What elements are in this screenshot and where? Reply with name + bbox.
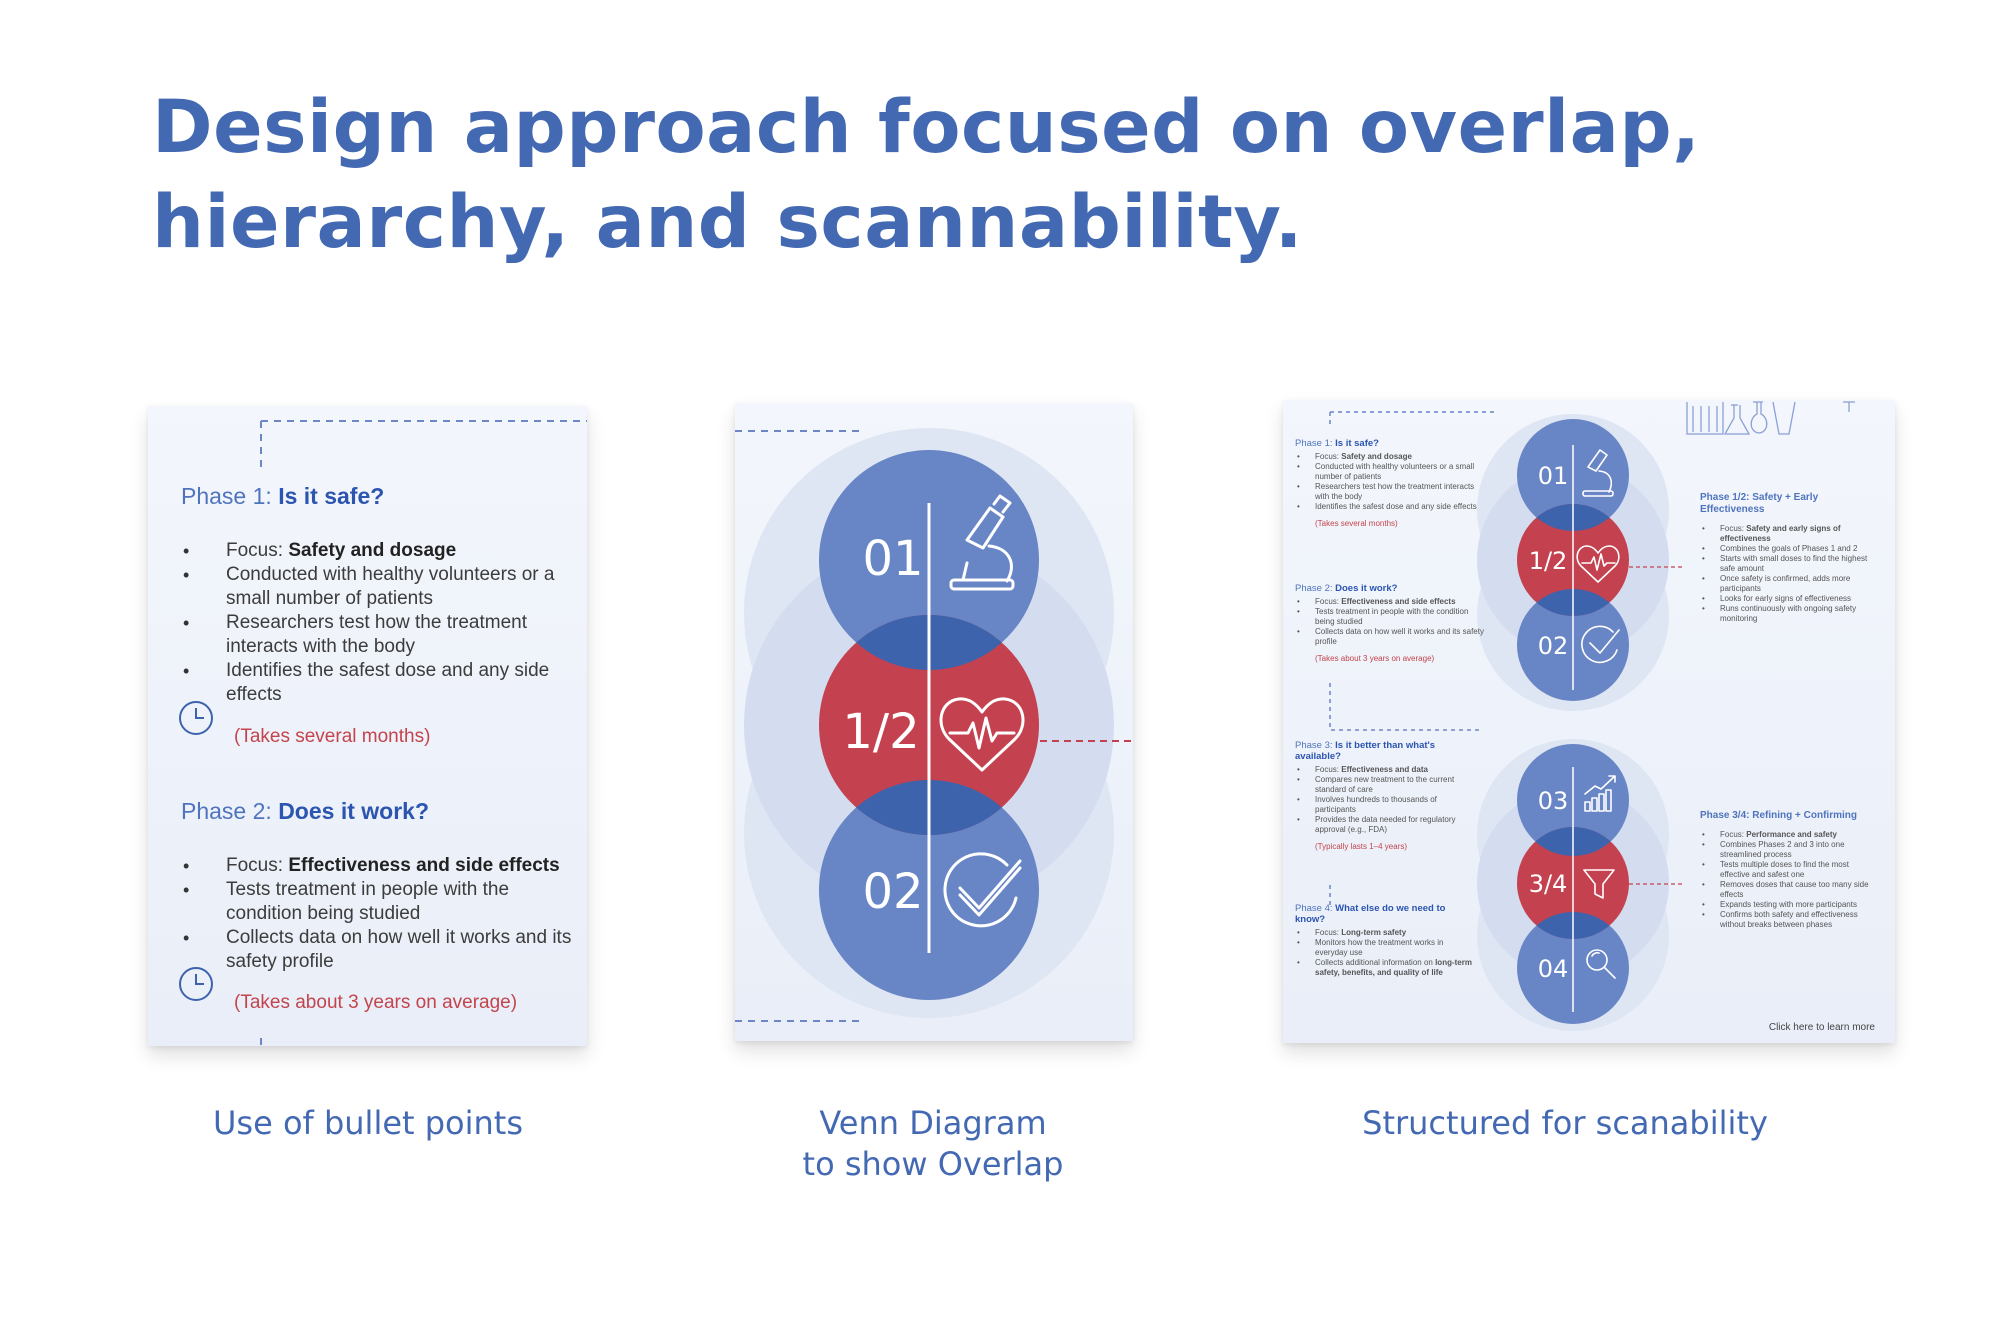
caption-structure: Structured for scanability bbox=[1362, 1104, 1768, 1142]
list-item: Collects data on how well it works and i… bbox=[181, 926, 576, 974]
list-item: Looks for early signs of effectiveness bbox=[1700, 594, 1880, 604]
scanability-layout-preview: 01 1/2 02 03 3/4 04 bbox=[1283, 400, 1895, 1043]
list-item: Tests treatment in people with the condi… bbox=[181, 878, 576, 926]
list-item: Combines Phases 2 and 3 into one streaml… bbox=[1700, 840, 1880, 860]
list-item: Once safety is confirmed, adds more part… bbox=[1700, 574, 1880, 594]
number-02: 02 bbox=[1538, 632, 1569, 660]
list-item: Identifies the safest dose and any side … bbox=[1295, 502, 1485, 512]
caption-bullet-points: Use of bullet points bbox=[212, 1104, 524, 1142]
list-item: Researchers test how the treatment inter… bbox=[181, 611, 576, 659]
number-01: 01 bbox=[1538, 462, 1569, 490]
phase2-duration: (Takes about 3 years on average) bbox=[1315, 654, 1435, 663]
list-item: Combines the goals of Phases 1 and 2 bbox=[1700, 544, 1880, 554]
funnel-icon bbox=[1583, 869, 1615, 899]
microscope-icon bbox=[949, 494, 1015, 591]
clock-icon bbox=[179, 967, 213, 1001]
list-item: Focus: Effectiveness and data bbox=[1295, 765, 1475, 775]
list-item: Collects additional information on long-… bbox=[1295, 958, 1475, 978]
list-item: Runs continuously with ongoing safety mo… bbox=[1700, 604, 1880, 624]
list-item: Starts with small doses to find the high… bbox=[1700, 554, 1880, 574]
phase2-bullet-list: Focus: Effectiveness and side effects Te… bbox=[181, 854, 576, 974]
list-item: Focus: Safety and dosage bbox=[1295, 452, 1485, 462]
phase2-block: Phase 2: Does it work? Focus: Effectiven… bbox=[1295, 583, 1485, 664]
list-item: Focus: Safety and early signs of effecti… bbox=[1700, 524, 1880, 544]
list-item: Provides the data needed for regulatory … bbox=[1295, 815, 1475, 835]
number-02: 02 bbox=[862, 864, 923, 920]
checkmark-icon bbox=[943, 852, 1022, 928]
bullet-points-preview: Phase 1: Is it safe? Focus: Safety and d… bbox=[148, 406, 587, 1046]
list-item: Researchers test how the treatment inter… bbox=[1295, 482, 1485, 502]
number-03: 03 bbox=[1538, 787, 1569, 815]
phase4-block: Phase 4: What else do we need to know? F… bbox=[1295, 903, 1475, 978]
phase12-block: Phase 1/2: Safety + Early Effectiveness … bbox=[1700, 492, 1880, 624]
growth-chart-icon bbox=[1584, 775, 1616, 812]
list-item: Monitors how the treatment works in ever… bbox=[1295, 938, 1475, 958]
list-item: Focus: Safety and dosage bbox=[181, 539, 576, 563]
phase2-heading: Phase 2: Does it work? bbox=[181, 798, 429, 824]
heartbeat-icon bbox=[1576, 545, 1620, 583]
venn-diagram: 01 1/2 02 bbox=[735, 428, 1133, 1022]
phase1-bullet-list: Focus: Safety and dosage Conducted with … bbox=[181, 539, 576, 707]
list-item: Compares new treatment to the current st… bbox=[1295, 775, 1475, 795]
list-item: Expands testing with more participants bbox=[1700, 900, 1880, 910]
number-3-4: 3/4 bbox=[1529, 870, 1568, 898]
heartbeat-icon bbox=[939, 697, 1025, 772]
list-item: Focus: Effectiveness and side effects bbox=[1295, 597, 1485, 607]
list-item: Identifies the safest dose and any side … bbox=[181, 659, 576, 707]
number-01: 01 bbox=[862, 531, 923, 587]
clock-icon bbox=[179, 701, 213, 735]
list-item: Involves hundreds to thousands of partic… bbox=[1295, 795, 1475, 815]
list-item: Confirms both safety and effectiveness w… bbox=[1700, 910, 1880, 930]
lab-flasks-icon bbox=[1686, 401, 1855, 435]
dual-venn-diagram: 01 1/2 02 03 3/4 04 bbox=[1329, 401, 1855, 1031]
phase1-duration: (Takes several months) bbox=[234, 726, 431, 747]
venn-diagram-preview: 01 1/2 02 bbox=[735, 403, 1133, 1041]
list-item: Conducted with healthy volunteers or a s… bbox=[181, 563, 576, 611]
phase2-duration: (Takes about 3 years on average) bbox=[234, 992, 518, 1013]
microscope-icon bbox=[1582, 449, 1614, 497]
caption-venn-diagram: Venn Diagram to show Overlap bbox=[802, 1104, 1064, 1183]
phase3-block: Phase 3: Is it better than what's availa… bbox=[1295, 740, 1475, 852]
number-1-2: 1/2 bbox=[842, 704, 919, 760]
list-item: Tests treatment in people with the condi… bbox=[1295, 607, 1485, 627]
phase3-duration: (Typically lasts 1–4 years) bbox=[1315, 842, 1408, 851]
number-04: 04 bbox=[1538, 955, 1569, 983]
list-item: Focus: Effectiveness and side effects bbox=[181, 854, 576, 878]
phase1-duration: (Takes several months) bbox=[1315, 519, 1398, 528]
list-item: Conducted with healthy volunteers or a s… bbox=[1295, 462, 1485, 482]
checkmark-icon bbox=[1581, 625, 1620, 664]
phase1-block: Phase 1: Is it safe? Focus: Safety and d… bbox=[1295, 438, 1485, 529]
headline: Design approach focused on overlap, hier… bbox=[152, 85, 1701, 265]
list-item: Removes doses that cause too many side e… bbox=[1700, 880, 1880, 900]
list-item: Collects data on how well it works and i… bbox=[1295, 627, 1485, 647]
phase34-block: Phase 3/4: Refining + Confirming Focus: … bbox=[1700, 810, 1880, 930]
list-item: Focus: Long-term safety bbox=[1295, 928, 1475, 938]
dashed-connector bbox=[260, 420, 587, 1046]
magnifier-icon bbox=[1586, 949, 1616, 979]
list-item: Focus: Performance and safety bbox=[1700, 830, 1880, 840]
learn-more-link[interactable]: Click here to learn more bbox=[1768, 1022, 1875, 1033]
phase1-heading: Phase 1: Is it safe? bbox=[181, 483, 385, 509]
number-1-2: 1/2 bbox=[1529, 547, 1568, 575]
list-item: Tests multiple doses to find the most ef… bbox=[1700, 860, 1880, 880]
